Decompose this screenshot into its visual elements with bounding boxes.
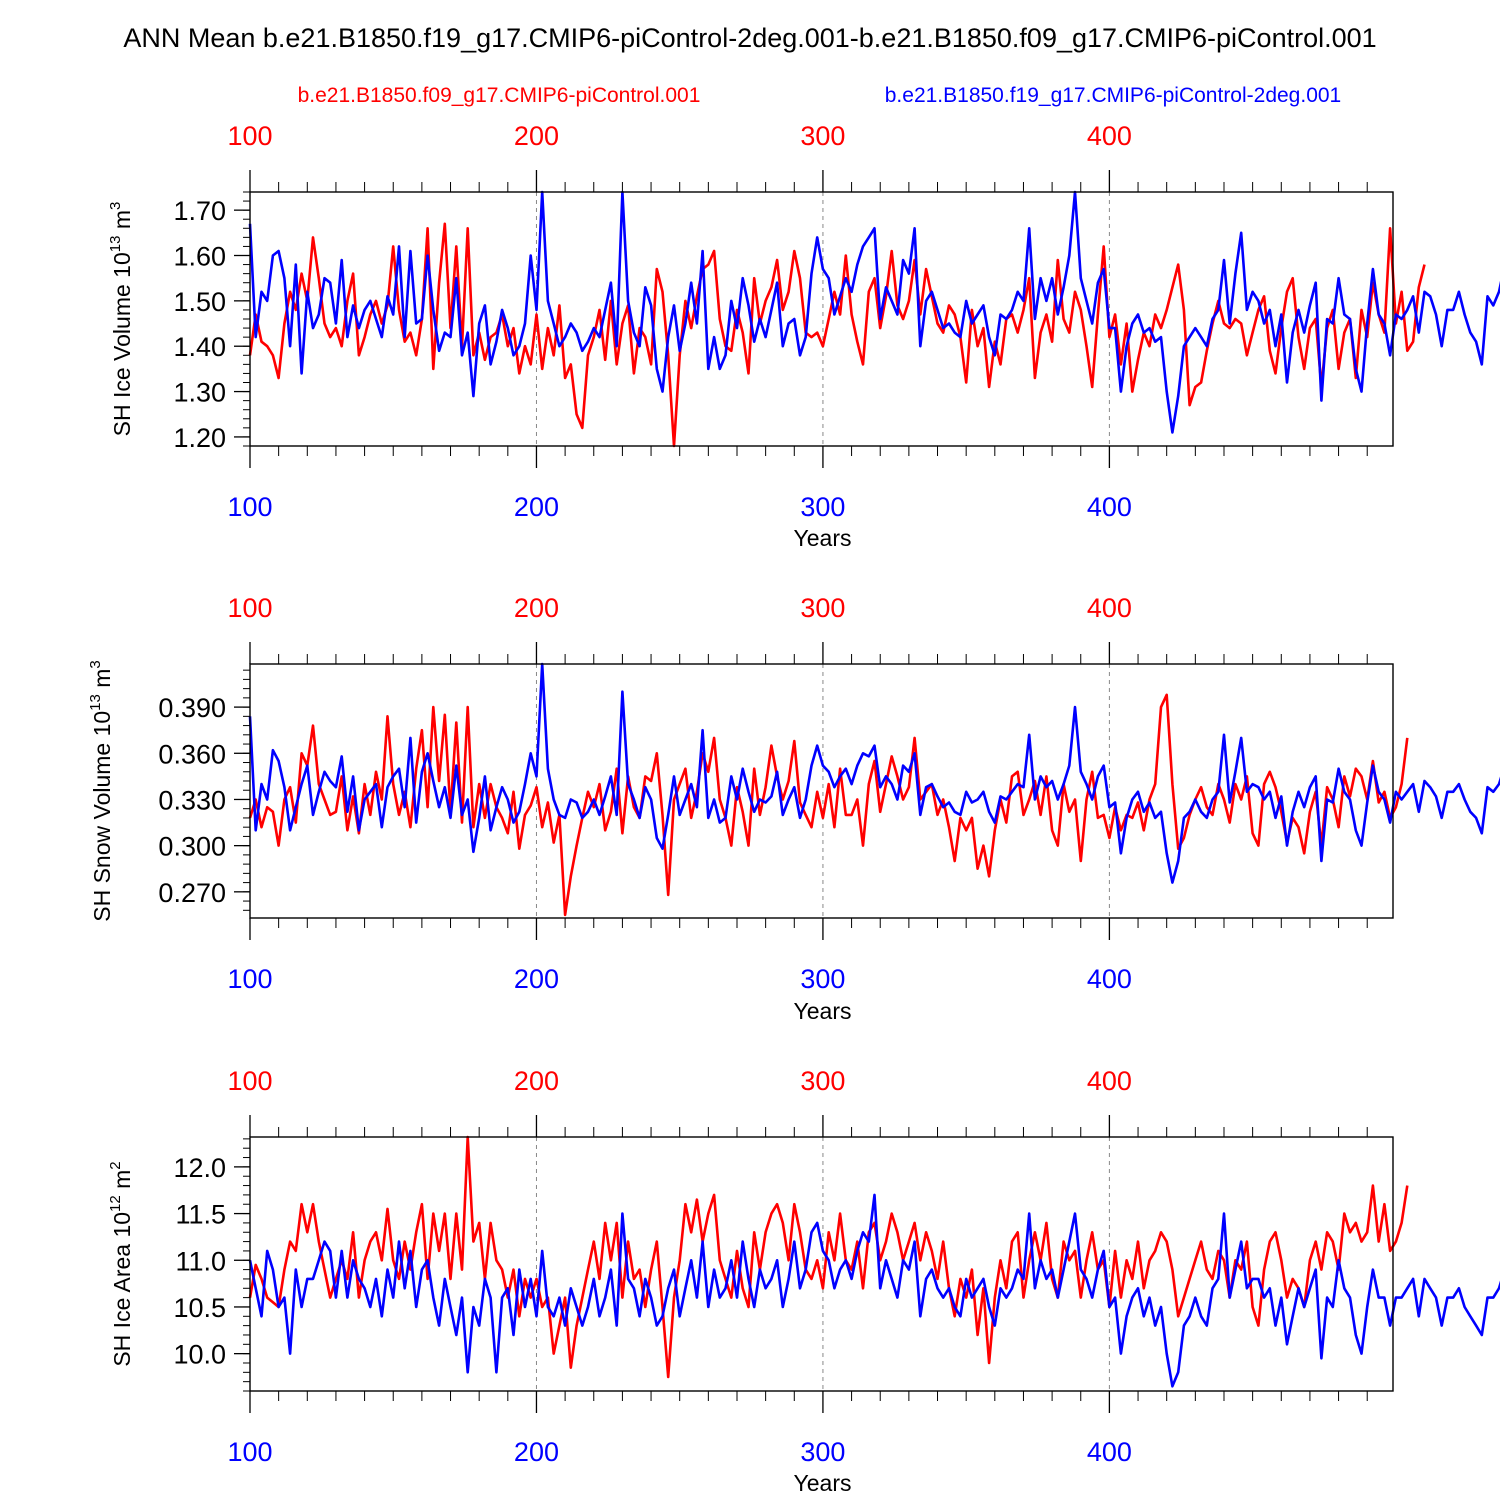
y-axis-label: SH Snow Volume 1013 m3 — [87, 660, 115, 922]
y-tick-label: 0.390 — [158, 693, 226, 723]
top-x-tick-label: 200 — [514, 121, 559, 151]
y-tick-label: 1.30 — [173, 378, 226, 408]
y-tick-label: 1.40 — [173, 332, 226, 362]
chart-panel-ice-volume: 1.20 1.30 1.40 1.50 1.60 1.70 100 100 200 200 300 3… — [107, 121, 1500, 551]
series-line-red — [248, 1135, 1409, 1379]
top-x-tick-label: 300 — [800, 1066, 845, 1096]
bottom-x-tick-label: 400 — [1087, 964, 1132, 994]
y-axis-label: SH Ice Area 1012 m2 — [107, 1161, 135, 1366]
bottom-x-tick-label: 100 — [227, 492, 272, 522]
bottom-x-tick-label: 400 — [1087, 492, 1132, 522]
y-tick-label: 1.50 — [173, 287, 226, 317]
bottom-x-tick-label: 200 — [514, 492, 559, 522]
bottom-x-tick-label: 200 — [514, 964, 559, 994]
y-tick-label: 0.330 — [158, 785, 226, 815]
y-tick-label: 0.300 — [158, 832, 226, 862]
top-x-tick-label: 100 — [227, 121, 272, 151]
y-tick-label: 12.0 — [173, 1153, 226, 1183]
bottom-x-tick-label: 100 — [227, 1437, 272, 1467]
figure-title: ANN Mean b.e21.B1850.f19_g17.CMIP6-piCon… — [123, 23, 1376, 53]
top-x-tick-label: 200 — [514, 593, 559, 623]
bottom-x-tick-label: 400 — [1087, 1437, 1132, 1467]
top-x-tick-label: 100 — [227, 593, 272, 623]
bottom-x-tick-label: 200 — [514, 1437, 559, 1467]
top-x-tick-label: 400 — [1087, 1066, 1132, 1096]
top-x-tick-label: 200 — [514, 1066, 559, 1096]
y-tick-label: 1.20 — [173, 423, 226, 453]
x-axis-label: Years — [794, 998, 852, 1024]
y-tick-label: 10.5 — [173, 1293, 226, 1323]
top-x-tick-label: 400 — [1087, 593, 1132, 623]
bottom-x-tick-label: 100 — [227, 964, 272, 994]
y-tick-label: 10.0 — [173, 1340, 226, 1370]
top-x-tick-label: 400 — [1087, 121, 1132, 151]
y-tick-label: 1.70 — [173, 196, 226, 226]
x-axis-label: Years — [794, 1470, 852, 1496]
series-line-red — [248, 693, 1409, 917]
top-x-tick-label: 100 — [227, 1066, 272, 1096]
bottom-x-tick-label: 300 — [800, 1437, 845, 1467]
y-tick-label: 1.60 — [173, 242, 226, 272]
bottom-x-tick-label: 300 — [800, 492, 845, 522]
x-axis-label: Years — [794, 525, 852, 551]
legend-blue-label: b.e21.B1850.f19_g17.CMIP6-piControl-2deg… — [885, 84, 1341, 107]
top-x-tick-label: 300 — [800, 593, 845, 623]
y-axis-label: SH Ice Volume 1013 m3 — [107, 202, 135, 437]
plot-frame — [249, 663, 1394, 919]
top-x-tick-label: 300 — [800, 121, 845, 151]
y-tick-label: 0.360 — [158, 739, 226, 769]
y-tick-label: 11.0 — [175, 1246, 226, 1276]
y-tick-label: 11.5 — [175, 1200, 226, 1230]
bottom-x-tick-label: 300 — [800, 964, 845, 994]
series-line-blue — [248, 190, 1500, 434]
y-tick-label: 0.270 — [158, 878, 226, 908]
legend-red-label: b.e21.B1850.f09_g17.CMIP6-piControl.001 — [298, 84, 701, 107]
series-line-blue — [248, 1193, 1500, 1388]
chart-panel-snow-volume: 0.270 0.300 0.330 0.360 0.390 100 100 200 200 300… — [87, 593, 1500, 1024]
series-line-blue — [248, 662, 1500, 884]
chart-panel-ice-area: 10.0 10.5 11.0 11.5 12.0 100 100 200 200 300 300 40… — [107, 1066, 1500, 1496]
plot-frame — [249, 1136, 1394, 1392]
